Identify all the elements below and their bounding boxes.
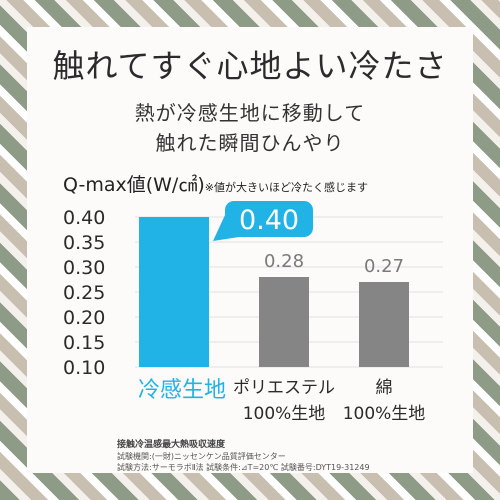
category-label: 100%生地	[243, 404, 326, 424]
axis-title: Q-max値(W/㎠)※値が大きいほど冷たく感じます	[63, 170, 368, 197]
value-label: 0.28	[264, 251, 304, 272]
axis-note: ※値が大きいほど冷たく感じます	[204, 181, 368, 194]
subtitle-line-2: 触れた瞬間ひんやり	[155, 131, 345, 155]
category-label: 100%生地	[343, 404, 426, 424]
value-label: 0.40	[239, 205, 299, 236]
content-card: 触れてすぐ心地よい冷たさ 熱が冷感生地に移動して 触れた瞬間ひんやり Q-max…	[27, 27, 473, 473]
y-tick-label: 0.10	[63, 357, 105, 379]
y-tick-label: 0.35	[63, 232, 105, 254]
bar	[359, 282, 409, 367]
category-label: ポリエステル	[233, 378, 335, 398]
category-label: 冷感生地	[138, 378, 226, 403]
y-tick-label: 0.25	[63, 282, 105, 304]
y-tick-label: 0.15	[63, 332, 105, 354]
footnote-line-1: 試験機関:(一財)ニッセンケン品質評価センター	[117, 452, 286, 461]
subtitle-line-1: 熱が冷感生地に移動して	[134, 101, 366, 125]
bars	[139, 217, 409, 367]
footnote-line-2: 試験方法:サーモラボⅡ法 試験条件:⊿T=20℃ 試験番号:DYT19-3124…	[117, 463, 370, 472]
category-label: 綿	[376, 378, 393, 398]
axis-title-text: Q-max値(W/㎠)	[63, 174, 205, 196]
headline: 触れてすぐ心地よい冷たさ	[52, 47, 448, 85]
y-tick-label: 0.40	[63, 207, 105, 229]
bar-chart: 0.40 0.35 0.30 0.25 0.20 0.15 0.10 0.40 0.28 0.2…	[63, 201, 443, 424]
bar	[259, 277, 309, 367]
value-label: 0.27	[364, 256, 404, 277]
footnote-title: 接触冷温感最大熱吸収速度	[117, 440, 226, 450]
value-callout-bubble	[225, 201, 313, 237]
y-tick-label: 0.20	[63, 307, 105, 329]
bar	[139, 217, 209, 367]
y-tick-labels: 0.40 0.35 0.30 0.25 0.20 0.15 0.10	[63, 207, 105, 379]
value-labels: 0.40 0.28 0.27	[213, 201, 404, 277]
value-callout-pointer	[213, 215, 239, 241]
y-tick-label: 0.30	[63, 257, 105, 279]
